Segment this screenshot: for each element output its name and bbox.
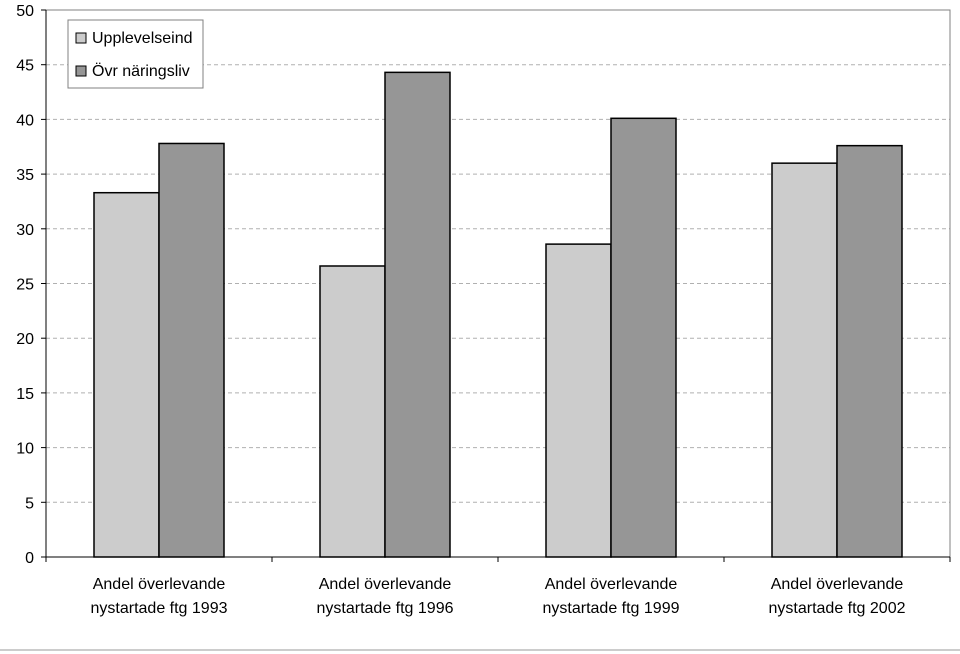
legend: Upplevelseind Övr näringsliv <box>67 19 204 89</box>
x-category-label: Andel överlevande <box>93 576 226 593</box>
bars-group <box>93 71 903 558</box>
x-category-label: Andel överlevande <box>771 576 904 593</box>
x-category-label: Andel överlevande <box>319 576 452 593</box>
y-tick-labels: 0 5 10 15 20 25 30 35 40 45 50 <box>16 3 34 567</box>
x-category-label: Andel överlevande <box>545 576 678 593</box>
y-tick-label: 10 <box>16 441 34 458</box>
y-tick-label: 20 <box>16 331 34 348</box>
legend-swatch <box>75 65 87 77</box>
x-category-label: nystartade ftg 1996 <box>317 600 454 617</box>
bar-ovr-naringsliv <box>158 142 225 558</box>
bar-ovr-naringsliv <box>836 144 903 558</box>
y-tick-label: 25 <box>16 277 34 294</box>
y-tick-label: 40 <box>16 112 34 129</box>
bar-upplevelseind <box>93 191 160 558</box>
legend-label: Övr näringsliv <box>92 62 190 80</box>
y-tick-label: 50 <box>16 3 34 20</box>
bar-ovr-naringsliv <box>610 117 677 558</box>
y-tick-label: 45 <box>16 58 34 75</box>
x-category-labels: Andel överlevande nystartade ftg 1993 Ande… <box>91 576 906 617</box>
y-tick-label: 0 <box>25 550 34 567</box>
y-tick-label: 35 <box>16 167 34 184</box>
x-category-label: nystartade ftg 1999 <box>543 600 680 617</box>
legend-box <box>67 19 204 89</box>
x-category-label: nystartade ftg 1993 <box>91 600 228 617</box>
axes <box>41 9 951 562</box>
bar-upplevelseind <box>771 162 838 558</box>
legend-swatch <box>75 32 87 44</box>
y-tick-label: 15 <box>16 386 34 403</box>
y-tick-label: 5 <box>25 495 34 512</box>
legend-label: Upplevelseind <box>92 30 193 47</box>
y-tick-label: 30 <box>16 222 34 239</box>
bar-upplevelseind <box>319 265 386 558</box>
bar-ovr-naringsliv <box>384 71 451 558</box>
bar-upplevelseind <box>545 243 612 558</box>
x-category-label: nystartade ftg 2002 <box>769 600 906 617</box>
